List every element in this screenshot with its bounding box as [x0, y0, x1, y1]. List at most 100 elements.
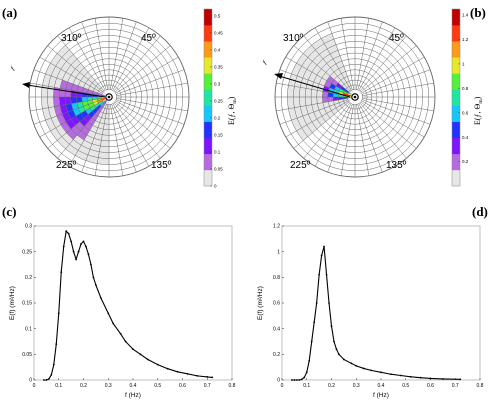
colorbar-b-tick-label: 1.4	[462, 13, 469, 18]
polar-a-energy-cell	[93, 88, 99, 93]
plot-d-data-point	[380, 371, 382, 374]
polar-a-energy-cell	[95, 116, 102, 123]
colorbar-a-swatch	[204, 41, 212, 58]
plot-c-data-point	[94, 284, 97, 286]
polar-a-energy-cell	[107, 100, 109, 105]
polar-b-grid-spoke	[293, 45, 350, 93]
plot-d-data-point	[399, 374, 402, 377]
polar-b-energy-cell	[335, 105, 343, 112]
polar-b-energy-cell	[311, 103, 320, 113]
polar-b-energy-cell	[321, 33, 334, 44]
polar-a-energy-cell	[70, 125, 81, 136]
polar-a-grid-spoke	[116, 99, 185, 125]
polar-a-energy-cell	[56, 69, 66, 80]
plot-d-ytick-label: 1	[277, 249, 280, 255]
polar-b-energy-cell	[340, 77, 347, 85]
polar-b-energy-cell	[342, 84, 348, 90]
polar-a-energy-cell	[95, 127, 104, 135]
plot-c-data-point	[80, 243, 82, 245]
polar-a-energy-cell	[93, 132, 103, 141]
polar-b-center-dot	[353, 95, 357, 99]
polar-a-energy-cell	[83, 104, 90, 111]
polar-a-grid-spoke	[57, 102, 105, 159]
plot-c-xtick-label: 0.7	[204, 383, 211, 389]
plot-c-ytick-label: 0.2	[25, 275, 32, 281]
polar-b-grid-spoke	[357, 104, 383, 173]
plot-d-data-point	[338, 353, 340, 356]
polar-a-grid-spoke	[47, 45, 104, 93]
plot-c-xtick-label: 0.8	[229, 383, 236, 389]
polar-b-energy-cell	[311, 38, 325, 50]
colorbar-a-swatch	[204, 89, 212, 106]
spectrum-plot-c: 0 0.1 0.2 0.3 0.4 0.5 0.6 0.7 0.8 0 0.05 0.1 0.15 0.2…	[9, 224, 236, 399]
polar-b-grid	[274, 16, 436, 178]
polar-a-energy-cell	[81, 140, 92, 150]
polar-a-grid-spoke	[33, 99, 102, 125]
polar-a-energy-cell	[50, 53, 62, 67]
plot-c-data-point	[72, 250, 75, 253]
plot-d-ytick-label: 1.2	[273, 224, 280, 230]
polar-b-energy-cell	[344, 89, 350, 94]
polar-a-grid-spoke	[39, 56, 103, 94]
polar-b-label-135: 135º	[386, 160, 407, 171]
polar-a-energy-cell	[75, 63, 85, 73]
plot-c-ticks: 0 0.1 0.2 0.3 0.4 0.5 0.6 0.7 0.8 0 0.05 0.1 0.15 0.2…	[22, 224, 235, 389]
polar-a-energy-cell	[51, 66, 61, 78]
colorbar-a-tick-label: 0.5	[214, 13, 221, 18]
plot-c-data-point	[55, 343, 58, 345]
polar-b-energy-cell	[306, 61, 317, 73]
polar-b-energy-cell	[300, 105, 309, 117]
plot-d-ytick-label: 0.8	[273, 275, 280, 281]
polar-a-energy-cell	[76, 85, 84, 93]
polar-a-energy-cell	[98, 100, 104, 105]
colorbar-b-title-close: )	[473, 96, 482, 99]
polar-b-energy-cell	[346, 81, 351, 87]
polar-a-energy-cell	[70, 116, 80, 126]
polar-b-energy-cell	[344, 100, 350, 105]
panel-label-d: (d)	[472, 204, 488, 219]
plot-d-data-point	[441, 378, 444, 380]
polar-a-grid-spoke	[110, 18, 124, 90]
polar-a-label-45: 45º	[141, 33, 156, 44]
polar-b-energy-cell	[319, 108, 327, 117]
polar-a-grid-spoke	[110, 104, 124, 176]
polar-a-energy-cell	[65, 144, 79, 156]
polar-b-arrowhead	[274, 73, 283, 79]
polar-b-grid-spoke	[285, 100, 349, 138]
polar-b-energy-cell	[351, 89, 354, 94]
polar-a-energy-cell	[61, 49, 74, 62]
plot-d-ytick-label: 0.4	[273, 326, 280, 332]
polar-b-energy-cell	[335, 61, 344, 69]
colorbar-a-swatch	[204, 137, 212, 155]
polar-b-grid-spoke	[356, 104, 370, 176]
polar-b-energy-cell	[343, 90, 349, 95]
polar-a-energy-cell	[57, 136, 70, 149]
polar-b-energy-cell	[322, 91, 329, 97]
polar-b-grid-spoke	[362, 98, 434, 112]
polar-b-grid-spoke	[303, 35, 351, 92]
polar-b-energy-cell	[293, 97, 301, 108]
polar-b-grid-spoke	[279, 69, 348, 95]
plot-c-data-point	[87, 253, 90, 256]
polar-b-energy-cell	[299, 97, 307, 107]
polar-a-grid	[28, 16, 190, 178]
colorbar-a-title-main: E(ƒ, Θ	[227, 103, 236, 125]
polar-a-grid-spoke	[39, 100, 103, 138]
polar-b-energy-cell	[317, 102, 325, 111]
polar-a-grid-spoke	[30, 82, 102, 96]
polar-a-energy-cell	[73, 77, 81, 86]
plot-c-data-point	[90, 263, 92, 266]
plot-c-data-point	[107, 312, 110, 315]
plot-d-ytick-label: 0.6	[273, 301, 280, 307]
colorbar-b-tick-label: 0.4	[462, 135, 469, 140]
polar-a-energy-cell	[45, 63, 56, 76]
plot-c-data-point	[186, 372, 189, 375]
plot-d-data-point	[409, 375, 412, 378]
polar-a-grid-spoke	[116, 69, 185, 95]
polar-a-energy-cell	[65, 65, 76, 76]
plot-c-data-point	[77, 250, 80, 253]
plot-c-xlabel: f (Hz)	[125, 392, 141, 399]
plot-c-xtick-label: 0.2	[80, 383, 87, 389]
panel-label-c: (c)	[2, 204, 16, 219]
polar-a-energy-cell	[73, 108, 81, 117]
